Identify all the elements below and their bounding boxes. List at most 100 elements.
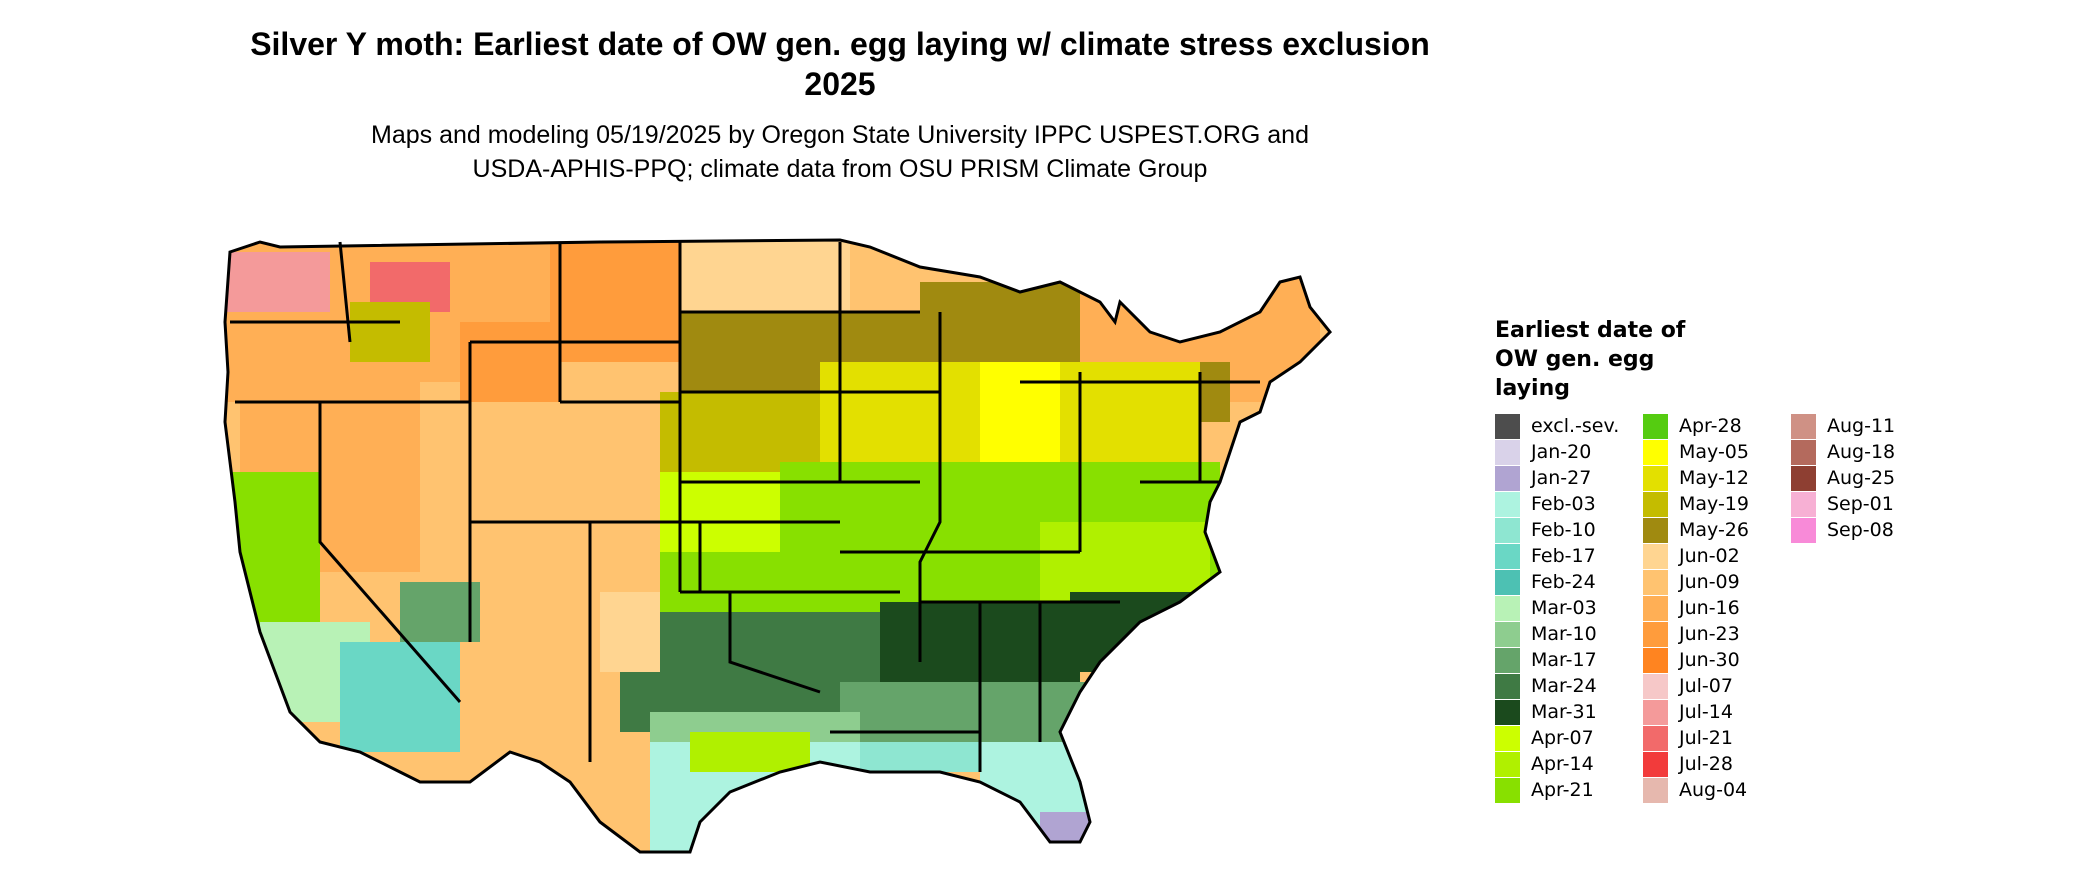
legend-swatch — [1643, 543, 1668, 569]
legend-label: Jun-02 — [1679, 545, 1740, 567]
legend-item: Mar-03 — [1495, 595, 1631, 621]
legend-item: Aug-18 — [1791, 439, 1927, 465]
legend-label: Jan-27 — [1531, 467, 1592, 489]
legend-label: Apr-28 — [1679, 415, 1742, 437]
legend-label: Jul-21 — [1679, 727, 1733, 749]
legend-item: Aug-25 — [1791, 465, 1927, 491]
legend-label: Mar-10 — [1531, 623, 1597, 645]
legend-swatch — [1791, 413, 1816, 439]
legend-swatch — [1495, 569, 1520, 595]
legend-label: Feb-24 — [1531, 571, 1596, 593]
legend-label: Aug-04 — [1679, 779, 1748, 801]
legend-label: Aug-18 — [1827, 441, 1896, 463]
legend-item: Jan-27 — [1495, 465, 1631, 491]
legend-item: Jul-07 — [1643, 673, 1779, 699]
legend-swatch — [1643, 777, 1668, 803]
legend-swatch — [1495, 595, 1520, 621]
legend-swatch — [1643, 491, 1668, 517]
legend-item: Apr-07 — [1495, 725, 1631, 751]
legend-swatch — [1495, 491, 1520, 517]
legend-swatch — [1643, 621, 1668, 647]
legend-swatch — [1495, 517, 1520, 543]
legend-swatch — [1495, 439, 1520, 465]
legend-swatch — [1643, 413, 1668, 439]
legend-label: May-19 — [1679, 493, 1749, 515]
legend-title: Earliest date of OW gen. egg laying — [1495, 318, 1686, 401]
legend-swatch — [1495, 465, 1520, 491]
legend-swatch — [1495, 725, 1520, 751]
legend-swatch — [1495, 543, 1520, 569]
legend-item: Mar-31 — [1495, 699, 1631, 725]
legend-label: Apr-14 — [1531, 753, 1594, 775]
legend-label: Jan-20 — [1531, 441, 1592, 463]
legend-swatch — [1495, 777, 1520, 803]
legend-item: Jan-20 — [1495, 439, 1631, 465]
legend-swatch — [1495, 751, 1520, 777]
legend-swatch — [1495, 673, 1520, 699]
legend-label: Mar-03 — [1531, 597, 1597, 619]
legend-item: May-05 — [1643, 439, 1779, 465]
legend-swatch — [1643, 595, 1668, 621]
subtitle-line-1: Maps and modeling 05/19/2025 by Oregon S… — [371, 121, 1309, 149]
legend-swatch — [1791, 439, 1816, 465]
legend-columns: excl.-sev. Jan-20 Jan-27 Feb-03 Feb-10 Feb-17… — [1495, 413, 1927, 803]
legend-label: Feb-03 — [1531, 493, 1596, 515]
legend-item: Apr-28 — [1643, 413, 1779, 439]
legend-item: Jun-16 — [1643, 595, 1779, 621]
legend-item: Aug-04 — [1643, 777, 1779, 803]
legend-swatch — [1643, 439, 1668, 465]
legend-swatch — [1495, 699, 1520, 725]
legend-label: Jun-23 — [1679, 623, 1740, 645]
legend-item: May-19 — [1643, 491, 1779, 517]
legend-label: May-26 — [1679, 519, 1749, 541]
legend-item: Apr-21 — [1495, 777, 1631, 803]
legend-label: Jul-14 — [1679, 701, 1733, 723]
legend-label: excl.-sev. — [1531, 415, 1620, 437]
legend-label: Apr-07 — [1531, 727, 1594, 749]
legend-swatch — [1495, 621, 1520, 647]
legend-swatch — [1643, 673, 1668, 699]
legend-item: Sep-08 — [1791, 517, 1927, 543]
legend-swatch — [1495, 413, 1520, 439]
title-block: Silver Y moth: Earliest date of OW gen. … — [250, 24, 1430, 186]
legend-item: Jul-28 — [1643, 751, 1779, 777]
legend-item: May-26 — [1643, 517, 1779, 543]
legend-item: Mar-24 — [1495, 673, 1631, 699]
legend-item: Mar-17 — [1495, 647, 1631, 673]
legend-label: Aug-25 — [1827, 467, 1896, 489]
map-title: Silver Y moth: Earliest date of OW gen. … — [250, 26, 1430, 102]
legend-swatch — [1643, 647, 1668, 673]
legend-column: excl.-sev. Jan-20 Jan-27 Feb-03 Feb-10 Feb-17… — [1495, 413, 1631, 803]
legend-label: Sep-08 — [1827, 519, 1894, 541]
legend-label: May-12 — [1679, 467, 1749, 489]
legend-item: Jun-23 — [1643, 621, 1779, 647]
legend-label: Apr-21 — [1531, 779, 1594, 801]
legend-label: Mar-17 — [1531, 649, 1597, 671]
legend-item: Mar-10 — [1495, 621, 1631, 647]
legend-item: Jul-21 — [1643, 725, 1779, 751]
legend-label: Sep-01 — [1827, 493, 1894, 515]
legend-column: Apr-28 May-05 May-12 May-19 May-26 Jun-02 Jun-… — [1643, 413, 1779, 803]
legend-label: Jul-07 — [1679, 675, 1733, 697]
legend-item: Feb-24 — [1495, 569, 1631, 595]
legend-label: Jun-16 — [1679, 597, 1740, 619]
legend-item: Sep-01 — [1791, 491, 1927, 517]
legend-item: Feb-10 — [1495, 517, 1631, 543]
legend-label: Jun-30 — [1679, 649, 1740, 671]
legend-swatch — [1643, 517, 1668, 543]
us-map — [223, 238, 1333, 854]
legend-item: excl.-sev. — [1495, 413, 1631, 439]
legend-item: Aug-11 — [1791, 413, 1927, 439]
legend-label: Jun-09 — [1679, 571, 1740, 593]
legend-label: Feb-17 — [1531, 545, 1596, 567]
legend-item: Feb-17 — [1495, 543, 1631, 569]
legend-label: Mar-31 — [1531, 701, 1597, 723]
legend-swatch — [1643, 465, 1668, 491]
legend-swatch — [1791, 491, 1816, 517]
legend-swatch — [1495, 647, 1520, 673]
legend-item: Jun-30 — [1643, 647, 1779, 673]
subtitle-line-2: USDA-APHIS-PPQ; climate data from OSU PR… — [472, 155, 1208, 183]
legend-item: Jul-14 — [1643, 699, 1779, 725]
legend: Earliest date of OW gen. egg laying excl… — [1495, 316, 1927, 803]
legend-label: May-05 — [1679, 441, 1749, 463]
